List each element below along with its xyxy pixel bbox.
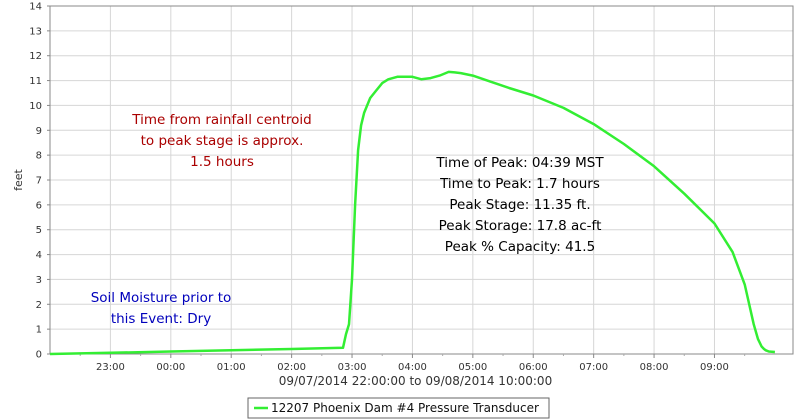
legend[interactable]: 12207 Phoenix Dam #4 Pressure Transducer (247, 397, 550, 419)
x-tick-label: 00:00 (156, 362, 185, 373)
x-axis: 23:00 00:00 01:00 02:00 03:00 04:00 05:00 06:00… (79, 354, 746, 373)
y-tick-label: 2 (36, 300, 42, 311)
y-tick-label: 6 (36, 200, 42, 211)
x-tick-label: 02:00 (277, 362, 306, 373)
rainfall-note-line: Time from rainfall centroid (131, 112, 311, 128)
rainfall-note-line: 1.5 hours (190, 154, 254, 170)
y-tick-label: 1 (36, 325, 42, 336)
y-tick-label: 5 (36, 225, 42, 236)
peak-stats-line: Time of Peak: 04:39 MST (435, 155, 604, 171)
x-axis-range-label: 09/07/2014 22:00:00 to 09/08/2014 10:00:… (279, 374, 552, 388)
series-layer (49, 70, 776, 356)
y-tick-label: 12 (29, 51, 42, 62)
y-tick-label: 10 (29, 101, 42, 112)
x-tick-label: 23:00 (96, 362, 125, 373)
x-tick-label: 08:00 (640, 362, 669, 373)
legend-box (247, 397, 550, 419)
y-tick-label: 3 (36, 275, 42, 286)
x-tick-label: 05:00 (458, 362, 487, 373)
y-tick-label: 8 (36, 151, 42, 162)
legend-item-label: 12207 Phoenix Dam #4 Pressure Transducer (271, 401, 539, 415)
soil-moisture-note-line: this Event: Dry (111, 311, 211, 327)
y-tick-label: 11 (29, 76, 42, 87)
y-tick-label: 13 (29, 26, 42, 37)
rainfall-note-line: to peak stage is approx. (141, 133, 304, 149)
soil-moisture-note-line: Soil Moisture prior to (91, 290, 232, 306)
y-axis-label: feet (12, 168, 25, 190)
peak-stats-line: Peak % Capacity: 41.5 (445, 239, 595, 255)
y-tick-label: 0 (36, 350, 42, 361)
x-tick-label: 03:00 (338, 362, 367, 373)
y-tick-label: 7 (36, 176, 42, 187)
series-line (49, 70, 776, 356)
y-tick-label: 9 (36, 126, 42, 137)
annotations: Time from rainfall centroid to peak stage… (91, 112, 605, 327)
peak-stats-line: Time to Peak: 1.7 hours (439, 176, 600, 192)
x-tick-label: 01:00 (217, 362, 246, 373)
peak-stats-line: Peak Storage: 17.8 ac-ft (439, 218, 602, 234)
peak-stats-line: Peak Stage: 11.35 ft. (449, 197, 590, 213)
y-tick-label: 14 (29, 2, 42, 13)
x-tick-label: 07:00 (579, 362, 608, 373)
x-tick-label: 04:00 (398, 362, 427, 373)
x-tick-label: 09:00 (700, 362, 729, 373)
gridlines (50, 5, 793, 355)
y-tick-label: 4 (36, 250, 42, 261)
x-tick-label: 06:00 (519, 362, 548, 373)
